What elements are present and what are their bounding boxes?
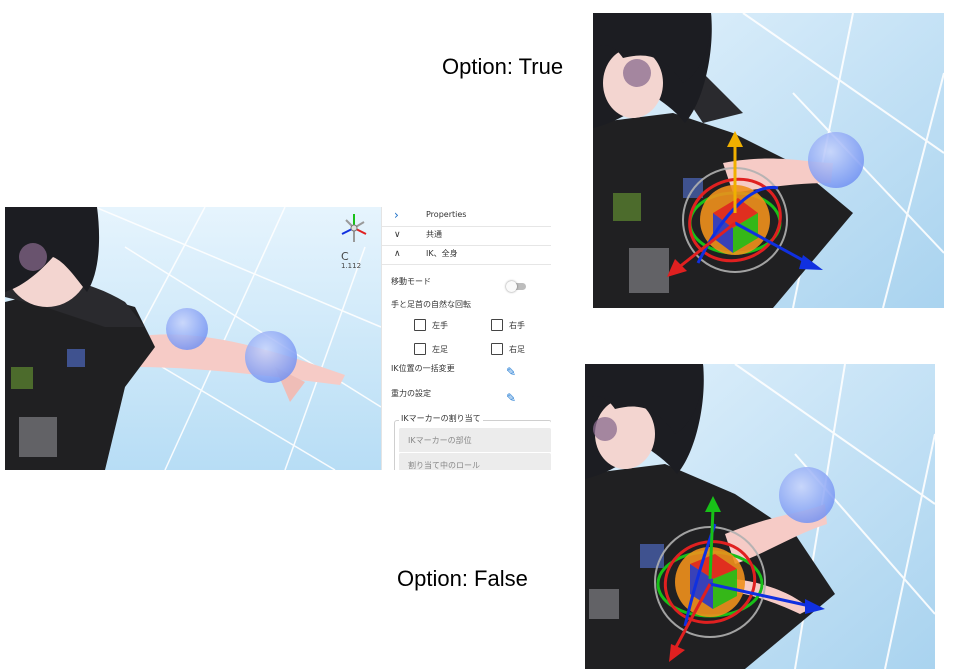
ik-marker-part-placeholder: IKマーカーの部位 <box>408 436 472 445</box>
ik-marker-part-select[interactable]: IKマーカーの部位 <box>399 428 551 452</box>
chevron-right-icon: › <box>394 208 399 222</box>
edit-gravity-pencil-icon[interactable]: ✎ <box>506 391 517 405</box>
viewport-option-true[interactable] <box>593 13 944 308</box>
ik-position-label: IK位置の一括変更 <box>391 364 455 373</box>
assigned-role-placeholder: 割り当て中のロール <box>408 461 480 470</box>
section-properties-label: Properties <box>426 210 467 219</box>
left-foot-label: 左足 <box>432 345 448 354</box>
section-common[interactable]: ∨ 共通 <box>382 226 551 246</box>
natural-rotation-label: 手と足首の自然な回転 <box>391 300 471 309</box>
right-foot-label: 右足 <box>509 345 525 354</box>
axis-letter: C <box>341 250 349 263</box>
caption-option-false: Option: False <box>397 566 528 591</box>
gravity-label: 重力の設定 <box>391 389 431 398</box>
caption-option-true: Option: True <box>442 54 564 79</box>
left-foot-checkbox[interactable] <box>414 343 426 355</box>
section-properties[interactable]: › Properties <box>382 207 551 227</box>
assigned-role-select[interactable]: 割り当て中のロール <box>399 453 551 470</box>
chevron-up-icon: ∧ <box>394 249 401 259</box>
left-hand-checkbox[interactable] <box>414 319 426 331</box>
move-mode-label: 移動モード <box>391 277 431 286</box>
properties-panel: › Properties ∨ 共通 ∧ IK、全身 移動モード 手と足首の自然な… <box>381 207 551 470</box>
right-foot-checkbox[interactable] <box>491 343 503 355</box>
section-ik-fullbody-label: IK、全身 <box>426 249 458 258</box>
ik-marker-assign-legend: IKマーカーの割り当て <box>399 413 483 424</box>
move-mode-toggle[interactable] <box>506 281 526 292</box>
right-hand-label: 右手 <box>509 321 525 330</box>
left-hand-label: 左手 <box>432 321 448 330</box>
section-common-label: 共通 <box>426 230 442 239</box>
edit-ik-position-pencil-icon[interactable]: ✎ <box>506 365 517 379</box>
chevron-down-icon: ∨ <box>394 230 401 240</box>
section-ik-fullbody[interactable]: ∧ IK、全身 <box>382 245 551 265</box>
orientation-gizmo[interactable] <box>336 210 372 246</box>
axis-value: 1.112 <box>341 262 362 270</box>
right-hand-checkbox[interactable] <box>491 319 503 331</box>
viewport-option-false[interactable] <box>585 364 935 669</box>
main-3d-viewport[interactable] <box>5 207 381 470</box>
